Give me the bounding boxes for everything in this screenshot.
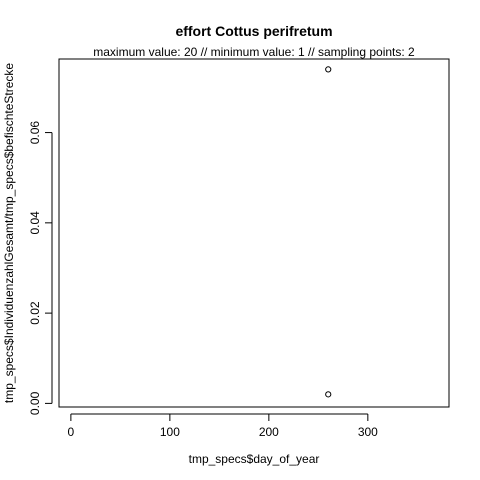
data-point (326, 67, 331, 72)
y-tick-label: 0.02 (28, 301, 42, 325)
y-tick-label: 0.06 (28, 121, 42, 145)
chart-subtitle: maximum value: 20 // minimum value: 1 //… (93, 45, 415, 59)
x-tick-label: 200 (259, 425, 279, 439)
data-point (326, 392, 331, 397)
plot-frame (59, 59, 449, 407)
x-axis: 0 100 200 300 (68, 414, 379, 439)
x-tick-label: 100 (160, 425, 180, 439)
y-tick-label: 0.04 (28, 211, 42, 235)
x-tick-label: 300 (358, 425, 378, 439)
data-points (326, 67, 331, 397)
chart-title: effort Cottus perifretum (175, 23, 332, 39)
y-axis: 0.00 0.02 0.04 0.06 (28, 121, 52, 415)
y-axis-label: tmp_specs$IndividuenzahlGesamt/tmp_specs… (2, 63, 16, 404)
x-tick-label: 0 (68, 425, 75, 439)
y-tick-label: 0.00 (28, 391, 42, 415)
x-axis-label: tmp_specs$day_of_year (189, 452, 320, 466)
